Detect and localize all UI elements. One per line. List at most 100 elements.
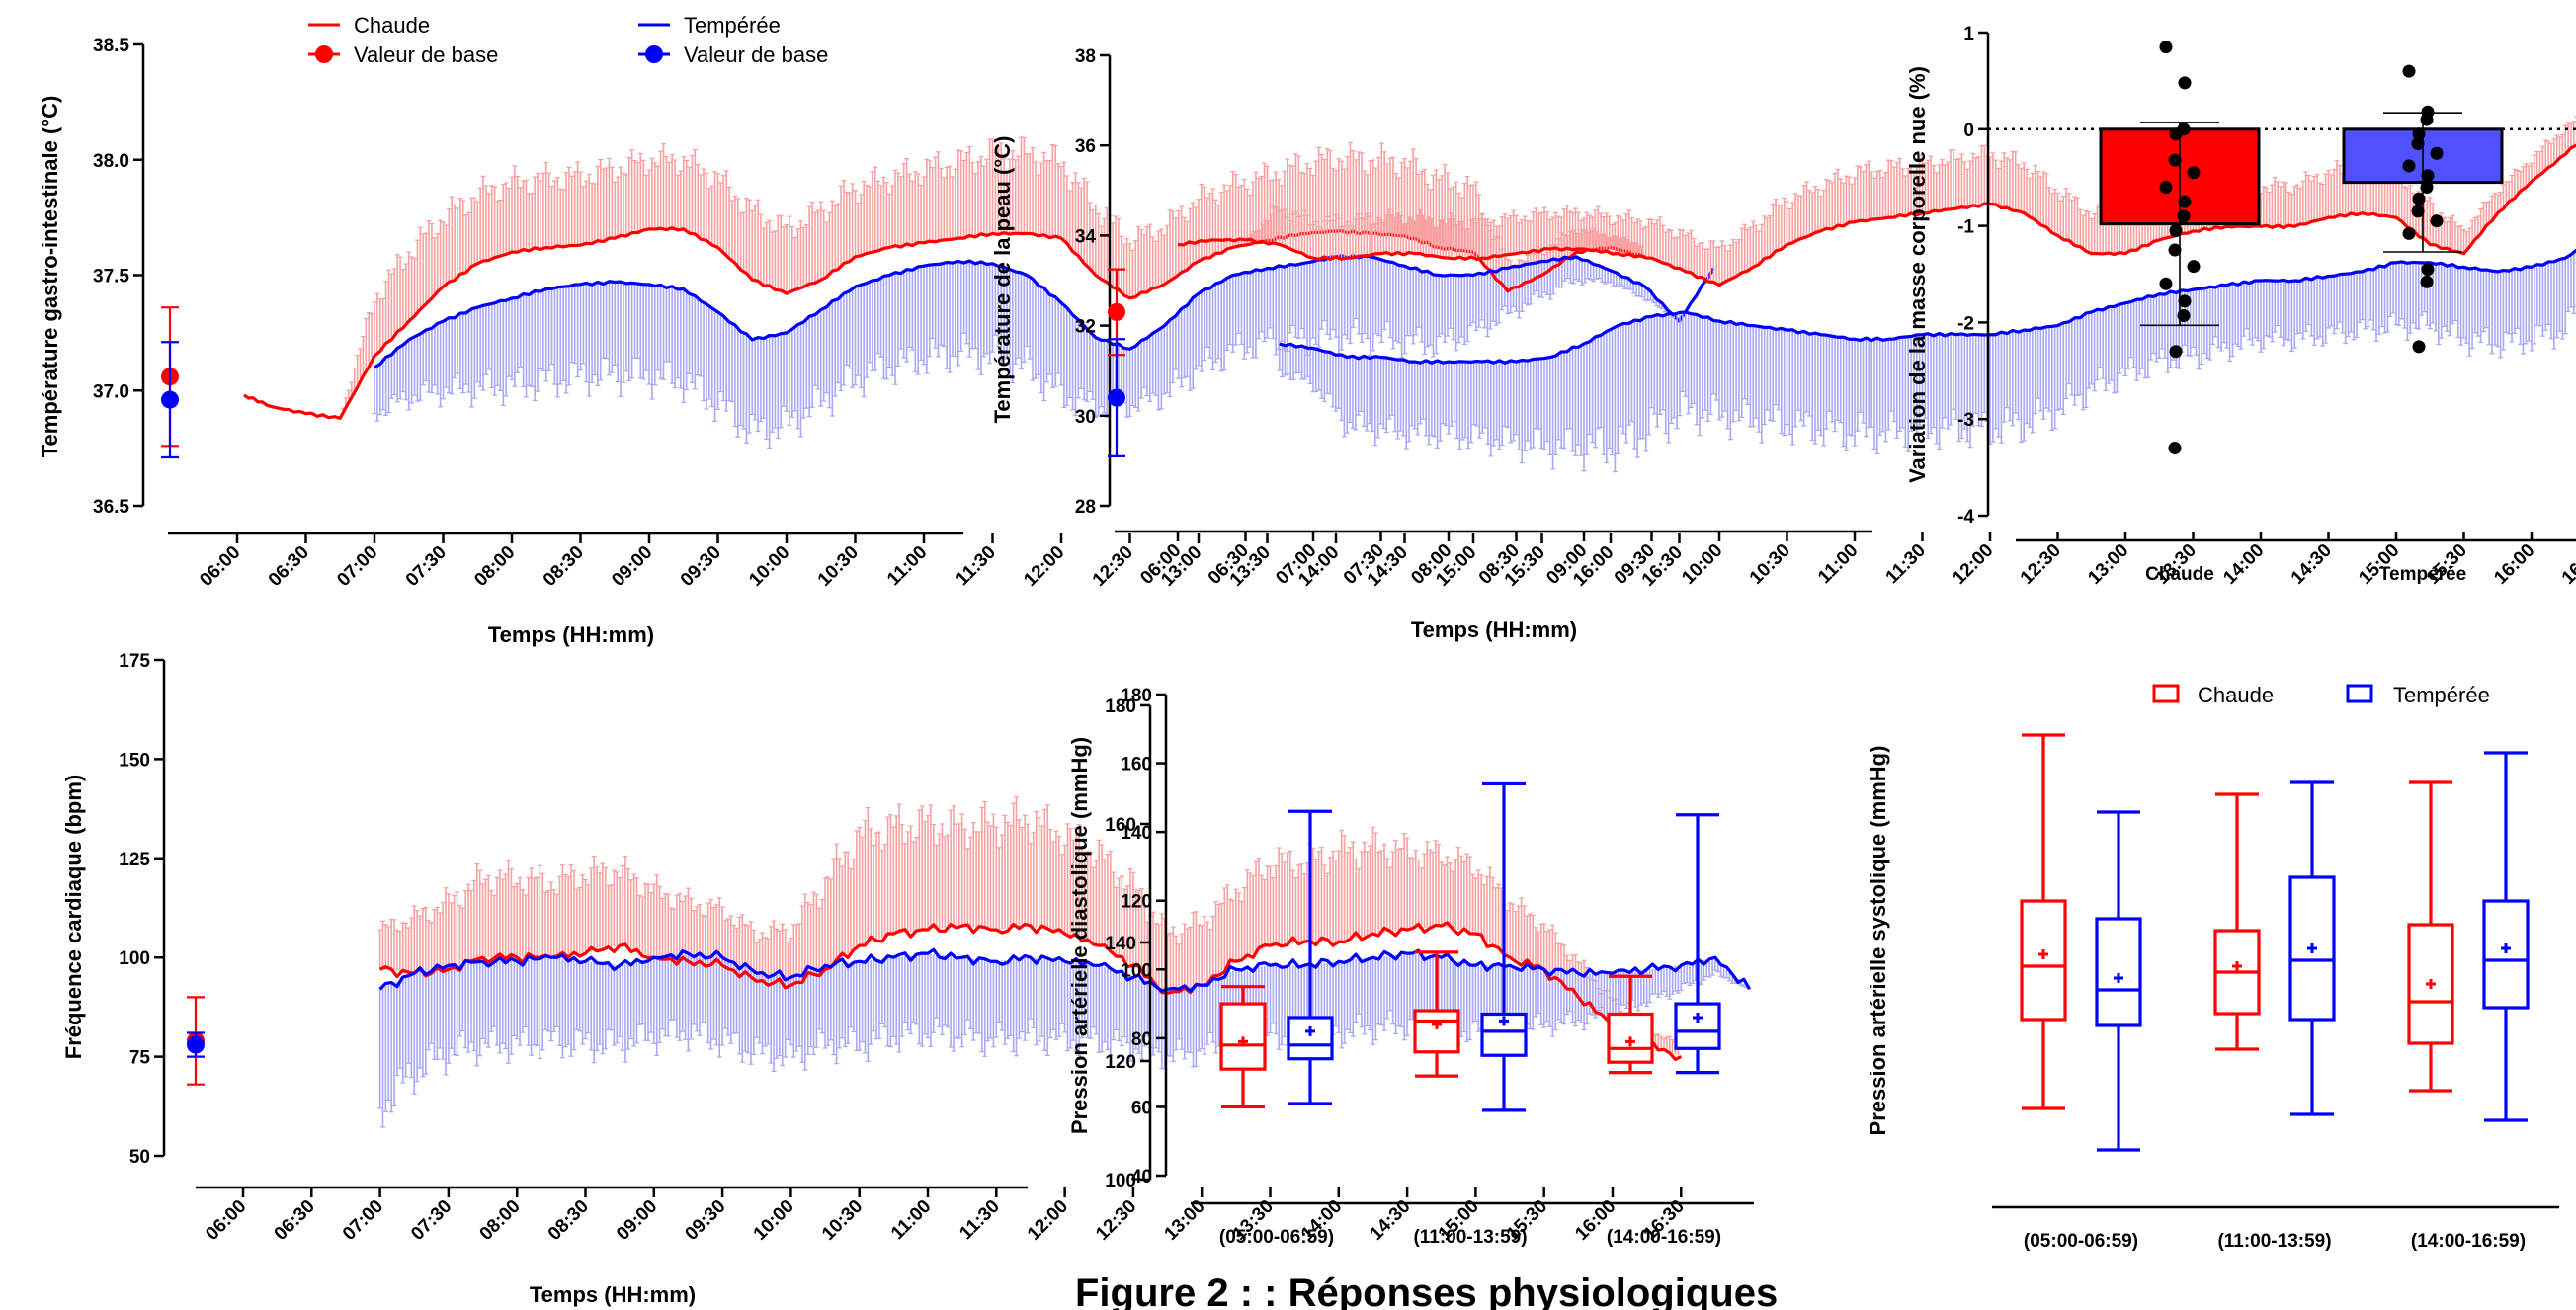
x-category-label: Chaude [2145, 564, 2214, 585]
individual-point [2177, 209, 2191, 223]
individual-point [2159, 277, 2173, 290]
x-tick-label: 12:00 [1024, 1196, 1072, 1245]
y-tick-label: -2 [1957, 313, 1974, 334]
individual-point [2159, 41, 2173, 54]
x-tick-label: 06:30 [271, 1196, 319, 1245]
y-tick-label: 125 [119, 850, 150, 870]
individual-point [2421, 169, 2435, 183]
individual-point [2411, 136, 2425, 150]
x-category-label: Tempérée [2379, 564, 2466, 585]
individual-point [2177, 309, 2191, 323]
sd-band-temperee [372, 256, 1680, 450]
y-axis-title: Température gastro-intestinale (°C) [38, 96, 62, 458]
sd-band-temperee [377, 953, 1750, 1128]
sd-band-chaude [377, 796, 1681, 1056]
individual-point [2178, 76, 2192, 90]
x-tick-label: 12:00 [1020, 542, 1068, 591]
individual-point [2421, 263, 2435, 277]
individual-point [2168, 153, 2182, 167]
gi-temperature-panel: 36.5 37.0 37.5 38.0 38.5 Température gastro-i… [38, 36, 1715, 647]
individual-point [2412, 192, 2426, 205]
individual-point [2168, 243, 2182, 257]
y-tick-label: -4 [1957, 507, 1974, 528]
y-tick-label: -3 [1957, 410, 1974, 431]
x-tick-label: 14:30 [2287, 540, 2336, 589]
series-line-chaude [1177, 143, 2576, 287]
y-tick-label: 30 [1075, 407, 1096, 428]
individual-point [2169, 127, 2183, 141]
y-tick-label: -1 [1957, 217, 1974, 238]
x-tick-label: 06:00 [196, 542, 244, 591]
individual-point [2168, 442, 2182, 455]
y-tick-label: 1 [1963, 24, 1974, 44]
series-line-temperee [374, 254, 1715, 369]
y-tick-label: 36.5 [93, 497, 129, 518]
y-tick-label: 38.0 [93, 151, 129, 172]
individual-point [2411, 205, 2425, 218]
individual-point [2402, 226, 2416, 240]
x-tick-label: 08:30 [544, 1196, 593, 1245]
y-tick-label: 32 [1075, 317, 1096, 338]
y-tick-label: 100 [119, 948, 150, 969]
heart-rate-panel: 50 75 100 125 150 175 Fréquence cardiaque (bpm… [61, 651, 1751, 1307]
series-line-chaude [243, 226, 1646, 420]
x-axis-title: Temps (HH:mm) [530, 1282, 696, 1307]
x-tick-label: 10:30 [1746, 540, 1794, 589]
y-tick-label: 34 [1075, 226, 1097, 247]
y-tick-label: 28 [1075, 497, 1096, 518]
x-tick-label: 06:00 [202, 1196, 250, 1245]
individual-point [2159, 180, 2173, 194]
x-tick-label: 12:30 [2017, 540, 2065, 589]
x-axis-title: Temps (HH:mm) [488, 622, 654, 647]
x-axis-title: Temps (HH:mm) [1411, 617, 1577, 642]
x-tick-label: 07:00 [333, 542, 381, 591]
baseline-point [161, 390, 179, 409]
individual-point [2420, 275, 2434, 288]
x-tick-label: 08:00 [470, 542, 519, 591]
individual-point [2412, 127, 2426, 141]
y-tick-label: 0 [1963, 121, 1974, 141]
individual-point [2420, 180, 2434, 194]
y-tick-label: 38.5 [93, 36, 129, 56]
x-tick-label: 10:00 [750, 1196, 798, 1245]
individual-point [2402, 64, 2416, 78]
baseline-point [1108, 388, 1125, 407]
individual-point [2178, 294, 2192, 308]
x-tick-label: 07:30 [402, 542, 451, 591]
series-line-temperee [1279, 248, 2576, 365]
x-tick-label: 12:30 [1089, 542, 1137, 591]
individual-point [2402, 159, 2416, 173]
x-tick-label: 12:00 [1949, 540, 1997, 589]
x-tick-label: 11:30 [953, 542, 1000, 590]
individual-point [2412, 340, 2426, 354]
x-tick-label: 11:30 [956, 1196, 1003, 1244]
x-tick-label: 11:00 [883, 542, 931, 590]
individual-point [2430, 214, 2444, 228]
x-tick-label: 13:00 [2084, 540, 2132, 589]
x-tick-label: 09:30 [681, 1196, 729, 1245]
x-tick-label: 10:30 [814, 542, 863, 591]
x-tick-label: 09:30 [677, 542, 725, 591]
x-tick-label: 11:00 [1814, 540, 1862, 588]
sd-band-temperee [1277, 250, 2576, 473]
x-tick-label: 08:30 [540, 542, 588, 591]
x-tick-label: 16:00 [2490, 540, 2538, 589]
x-tick-label: 10:00 [1678, 540, 1726, 589]
x-tick-label: 14:00 [2219, 540, 2268, 589]
y-axis-title: Variation de la masse corporelle nue (%) [1905, 66, 1930, 483]
y-axis-title: Température de la peau (°C) [990, 136, 1015, 424]
x-tick-label: 11:30 [1882, 540, 1930, 588]
y-axis-title: Fréquence cardiaque (bpm) [61, 775, 86, 1060]
x-tick-label: 07:00 [339, 1196, 387, 1245]
x-tick-label: 10:30 [818, 1196, 867, 1245]
x-tick-label: 06:30 [265, 542, 313, 591]
x-tick-label: 11:00 [887, 1196, 935, 1244]
x-tick-label: 16:30 [2558, 540, 2576, 589]
y-tick-label: 37.5 [93, 267, 129, 287]
individual-point [2187, 260, 2201, 274]
y-tick-label: 150 [119, 750, 150, 771]
individual-point [2420, 113, 2434, 126]
individual-point [2430, 146, 2444, 160]
x-tick-label: 09:00 [613, 1196, 661, 1245]
x-tick-label: 12:30 [1092, 1196, 1140, 1245]
